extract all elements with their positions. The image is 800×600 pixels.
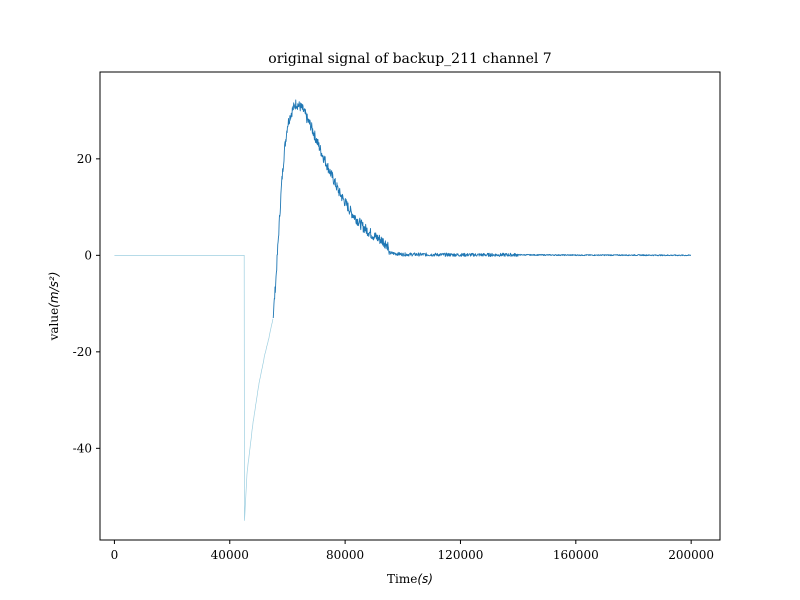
x-tick-label: 200000 — [668, 548, 714, 562]
series-line-faint — [114, 254, 274, 521]
chart-title: original signal of backup_211 channel 7 — [268, 51, 551, 67]
series-line — [272, 99, 692, 319]
plot-area — [100, 72, 720, 540]
x-tick-label: 0 — [111, 548, 119, 562]
y-axis: 20 0 -20 -40 — [73, 152, 100, 455]
x-tick-label: 120000 — [438, 548, 484, 562]
y-axis-label-text: value — [47, 308, 61, 342]
y-tick-label: -40 — [73, 441, 92, 455]
y-tick-label: -20 — [73, 345, 92, 359]
y-axis-label: value(m/s²) — [47, 272, 61, 342]
y-tick-label: 0 — [84, 248, 92, 262]
y-axis-label-unit: (m/s²) — [47, 272, 61, 308]
x-axis-label-text: Time — [387, 572, 417, 586]
x-axis-label-unit: (s) — [417, 572, 433, 586]
plot-frame — [99, 71, 721, 541]
x-tick-label: 40000 — [211, 548, 249, 562]
x-axis: 0 40000 80000 120000 160000 200000 — [111, 540, 714, 562]
y-tick-label: 20 — [77, 152, 92, 166]
x-tick-label: 160000 — [553, 548, 599, 562]
x-axis-label: Time(s) — [387, 572, 433, 586]
series-group — [114, 99, 692, 521]
x-tick-label: 80000 — [326, 548, 364, 562]
